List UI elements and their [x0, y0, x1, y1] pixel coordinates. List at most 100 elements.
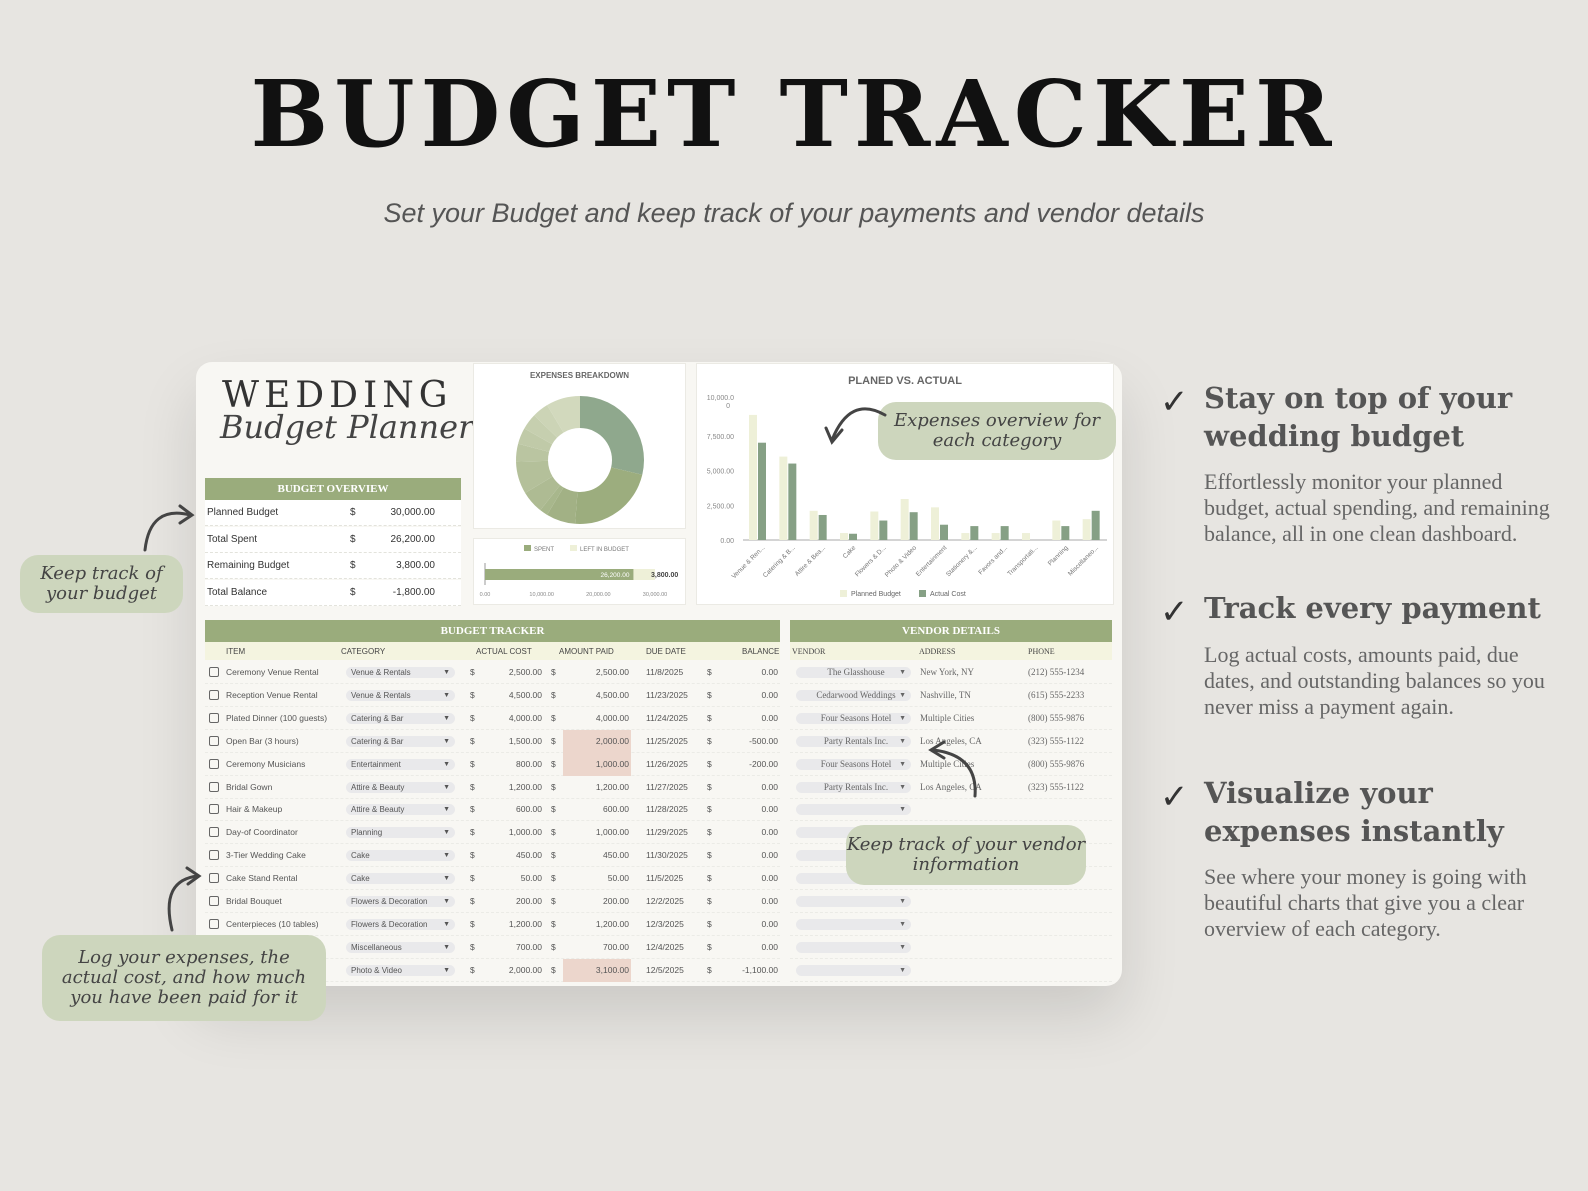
vendor-phone[interactable]: (323) 555-1122 [1028, 735, 1084, 746]
paid-checkbox[interactable] [209, 804, 219, 815]
category-dropdown[interactable]: Cake ▼ [346, 873, 455, 885]
paid-checkbox[interactable] [209, 712, 219, 723]
amount-paid[interactable]: 2,500.00 [595, 667, 629, 677]
amount-paid[interactable]: 3,100.00 [563, 958, 631, 982]
category-dropdown[interactable]: Flowers & Decoration ▼ [346, 918, 455, 930]
amount-paid[interactable]: 450.00 [603, 850, 629, 861]
actual-cost[interactable]: 800.00 [516, 758, 542, 769]
actual-cost[interactable]: 450.00 [516, 850, 542, 861]
due-date[interactable]: 12/5/2025 [646, 964, 684, 975]
due-date[interactable]: 11/29/2025 [646, 827, 688, 838]
due-date[interactable]: 11/26/2025 [646, 758, 688, 769]
category-dropdown[interactable]: Venue & Rentals ▼ [346, 667, 455, 678]
vendor-phone[interactable]: (800) 555-9876 [1028, 712, 1085, 723]
paid-checkbox[interactable] [209, 667, 219, 677]
vendor-phone[interactable]: (323) 555-1122 [1028, 781, 1084, 792]
due-date[interactable]: 11/23/2025 [646, 689, 688, 700]
actual-cost[interactable]: 2,500.00 [508, 667, 542, 677]
amount-paid[interactable]: 200.00 [603, 896, 629, 906]
item-name[interactable]: Bridal Gown [226, 781, 273, 792]
vendor-dropdown[interactable]: ▼ [796, 896, 911, 907]
paid-checkbox[interactable] [209, 827, 219, 838]
category-dropdown[interactable]: Planning ▼ [346, 827, 455, 839]
actual-cost[interactable]: 1,500.00 [508, 735, 542, 746]
vendor-dropdown[interactable]: Party Rentals Inc. ▼ [796, 781, 911, 793]
category-dropdown[interactable]: Attire & Beauty ▼ [346, 804, 455, 816]
paid-checkbox[interactable] [209, 735, 219, 746]
due-date[interactable]: 11/28/2025 [646, 804, 688, 815]
amount-paid[interactable]: 1,200.00 [595, 918, 629, 929]
paid-checkbox[interactable] [209, 689, 219, 700]
due-date[interactable]: 11/30/2025 [646, 850, 688, 861]
item-name[interactable]: Reception Venue Rental [226, 689, 318, 700]
vendor-phone[interactable]: (212) 555-1234 [1028, 667, 1085, 677]
item-name[interactable]: Plated Dinner (100 guests) [226, 712, 328, 723]
vendor-address[interactable]: Nashville, TN [920, 689, 971, 700]
due-date[interactable]: 12/3/2025 [646, 918, 684, 929]
paid-checkbox[interactable] [209, 873, 219, 884]
category-dropdown[interactable]: Attire & Beauty ▼ [346, 781, 455, 793]
amount-paid[interactable]: 1,000.00 [595, 827, 629, 838]
vendor-dropdown[interactable]: The Glasshouse ▼ [796, 667, 911, 678]
item-name[interactable]: Day-of Coordinator [226, 827, 298, 838]
due-date[interactable]: 12/4/2025 [646, 941, 684, 952]
actual-cost[interactable]: 1,000.00 [508, 827, 542, 838]
amount-paid[interactable]: 50.00 [607, 873, 629, 884]
due-date[interactable]: 11/5/2025 [646, 873, 684, 884]
item-name[interactable]: Open Bar (3 hours) [226, 735, 299, 746]
item-name[interactable]: Ceremony Musicians [226, 758, 306, 769]
actual-cost[interactable]: 2,000.00 [508, 964, 542, 975]
amount-paid[interactable]: 4,500.00 [595, 689, 629, 700]
actual-cost[interactable]: 1,200.00 [508, 781, 542, 792]
paid-checkbox[interactable] [209, 781, 219, 792]
item-name[interactable]: 3-Tier Wedding Cake [226, 850, 306, 861]
vendor-phone[interactable]: (800) 555-9876 [1028, 758, 1085, 769]
actual-cost[interactable]: 50.00 [520, 873, 542, 884]
actual-cost[interactable]: 4,000.00 [508, 712, 542, 723]
paid-checkbox[interactable] [209, 918, 219, 929]
actual-cost[interactable]: 4,500.00 [508, 689, 542, 700]
category-dropdown[interactable]: Catering & Bar ▼ [346, 712, 455, 724]
due-date[interactable]: 11/25/2025 [646, 735, 688, 746]
vendor-dropdown[interactable]: ▼ [796, 941, 911, 953]
item-name[interactable]: Cake Stand Rental [226, 873, 298, 884]
actual-cost[interactable]: 200.00 [516, 896, 542, 906]
item-name[interactable]: Ceremony Venue Rental [226, 667, 319, 677]
actual-cost[interactable]: 700.00 [516, 941, 542, 952]
vendor-address[interactable]: New York, NY [920, 667, 975, 677]
vendor-phone[interactable]: (615) 555-2233 [1028, 689, 1085, 700]
category-dropdown[interactable]: Flowers & Decoration ▼ [346, 896, 455, 907]
category-dropdown[interactable]: Venue & Rentals ▼ [346, 689, 455, 701]
due-date[interactable]: 11/24/2025 [646, 712, 688, 723]
vendor-address[interactable]: Multiple Cities [920, 758, 975, 769]
item-name[interactable]: Centerpieces (10 tables) [226, 918, 319, 929]
vendor-address[interactable]: Multiple Cities [920, 712, 975, 723]
vendor-dropdown[interactable]: Four Seasons Hotel ▼ [796, 758, 911, 770]
category-dropdown[interactable]: Entertainment ▼ [346, 758, 455, 770]
vendor-dropdown[interactable]: Cedarwood Weddings ▼ [796, 689, 911, 701]
amount-paid[interactable]: 1,200.00 [595, 781, 629, 792]
due-date[interactable]: 11/8/2025 [646, 667, 684, 677]
category-dropdown[interactable]: Catering & Bar ▼ [346, 735, 455, 747]
vendor-dropdown[interactable]: ▼ [796, 918, 911, 930]
due-date[interactable]: 11/27/2025 [646, 781, 688, 792]
category-dropdown[interactable]: Miscellaneous ▼ [346, 941, 455, 953]
amount-paid[interactable]: 4,000.00 [595, 712, 629, 723]
paid-checkbox[interactable] [209, 850, 219, 861]
amount-paid[interactable]: 700.00 [603, 941, 629, 952]
vendor-dropdown[interactable]: ▼ [796, 964, 911, 976]
item-name[interactable]: Hair & Makeup [226, 804, 283, 815]
vendor-address[interactable]: Los Angeles, CA [920, 735, 982, 746]
amount-paid[interactable]: 600.00 [603, 804, 629, 815]
paid-checkbox[interactable] [209, 896, 219, 906]
due-date[interactable]: 12/2/2025 [646, 896, 684, 906]
category-dropdown[interactable]: Cake ▼ [346, 850, 455, 862]
vendor-dropdown[interactable]: Four Seasons Hotel ▼ [796, 712, 911, 724]
amount-paid[interactable]: 2,000.00 [563, 729, 631, 753]
vendor-dropdown[interactable]: Party Rentals Inc. ▼ [796, 735, 911, 747]
category-dropdown[interactable]: Photo & Video ▼ [346, 964, 455, 976]
paid-checkbox[interactable] [209, 758, 219, 769]
vendor-dropdown[interactable]: ▼ [796, 804, 911, 816]
actual-cost[interactable]: 1,200.00 [508, 918, 542, 929]
amount-paid[interactable]: 1,000.00 [563, 752, 631, 776]
